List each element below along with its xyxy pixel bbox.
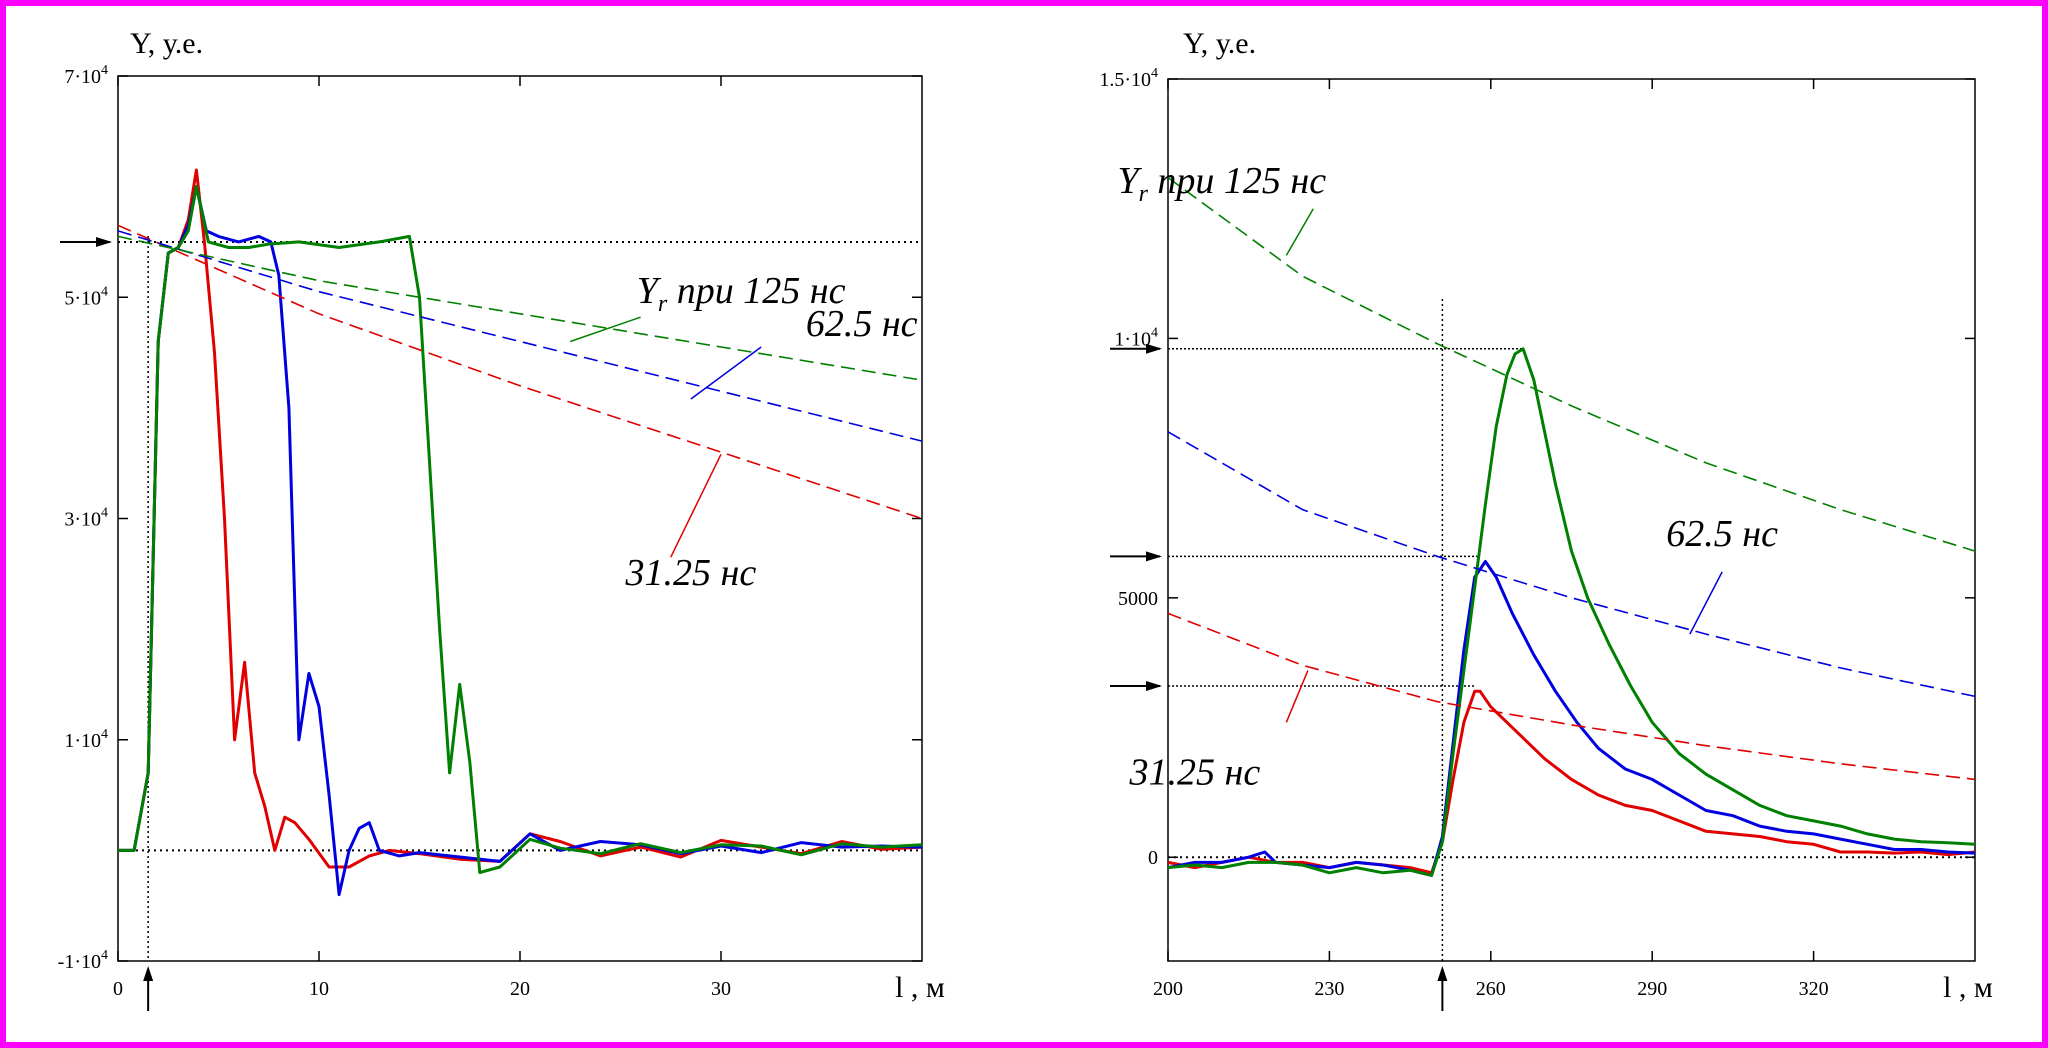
annotation-ns625: 62.5 нс	[806, 303, 918, 345]
annotation-yr125: Yr при 125 нс	[1117, 160, 1326, 207]
x-tick-label: 200	[1153, 978, 1183, 1000]
annotation-ns625: 62.5 нс	[1666, 513, 1778, 555]
annotation-ns3125: 31.25 нс	[624, 552, 756, 594]
series-solid-1	[1167, 560, 1976, 877]
annotation-leader-ns3125	[1285, 670, 1309, 723]
y-axis-title: Y, у.е.	[130, 27, 203, 60]
arrow-right-head	[1146, 551, 1162, 562]
y-tick-label: 1.5·104	[1099, 66, 1158, 91]
x-tick-label: 230	[1314, 978, 1344, 1000]
series-dashed-4	[117, 230, 923, 442]
x-tick-label: 320	[1799, 978, 1829, 1000]
x-tick-label: 290	[1637, 978, 1667, 1000]
y-tick-label: -1·104	[58, 948, 108, 973]
annotation-yr125: Yr при 125 нс	[637, 270, 846, 317]
annotation-leader-ns3125	[670, 454, 722, 558]
annotation-ns3125: 31.25 нс	[1129, 752, 1261, 794]
arrow-right-head	[1146, 343, 1162, 354]
y-tick-label: 5·104	[64, 284, 108, 309]
series-dashed-5	[117, 235, 923, 381]
x-tick-label: 30	[711, 978, 731, 1000]
series-dashed-5	[1167, 176, 1976, 552]
series-dashed-3	[1167, 612, 1976, 781]
annotation-leader-yr125	[570, 316, 641, 343]
annotation-leader-ns625	[690, 346, 762, 400]
series-solid-2	[1167, 347, 1976, 877]
x-axis-title: l , м	[895, 971, 945, 1004]
series-solid-2	[118, 185, 923, 874]
arrow-up-head	[1437, 966, 1448, 981]
series-solid-0	[1167, 689, 1976, 875]
y-tick-label: 3·104	[64, 506, 108, 531]
y-tick-label: 5000	[1118, 588, 1158, 610]
x-tick-label: 0	[113, 978, 123, 1000]
arrow-right-head	[1146, 681, 1162, 692]
plot-area	[1167, 78, 1976, 962]
x-tick-label: 260	[1476, 978, 1506, 1000]
y-tick-label: 0	[1148, 847, 1158, 869]
x-axis-title: l , м	[1943, 971, 1993, 1004]
y-axis-title: Y, у.е.	[1183, 27, 1256, 60]
y-tick-label: 1·104	[64, 727, 108, 752]
x-tick-label: 20	[510, 978, 530, 1000]
series-dashed-4	[1167, 431, 1976, 698]
series-dashed-3	[117, 224, 923, 520]
y-tick-label: 1·104	[1114, 325, 1158, 350]
y-tick-label: 7·104	[64, 63, 108, 88]
arrow-right-head	[96, 236, 112, 247]
annotation-leader-yr125	[1285, 208, 1314, 256]
arrow-up-head	[143, 966, 154, 981]
x-tick-label: 10	[309, 978, 329, 1000]
annotation-leader-ns625	[1689, 571, 1723, 635]
